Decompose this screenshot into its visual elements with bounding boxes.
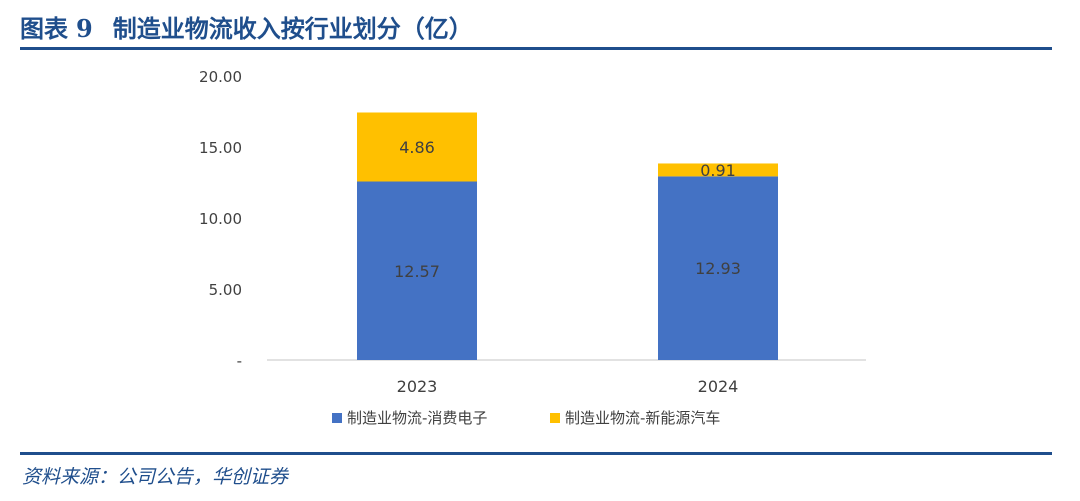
y-tick-label: 5.00 — [209, 281, 242, 299]
bar-segment — [658, 176, 778, 360]
x-tick-label: 2023 — [397, 377, 438, 396]
source-note: 资料来源：公司公告，华创证券 — [22, 466, 289, 488]
legend-label: 制造业物流-新能源汽车 — [565, 409, 720, 427]
x-tick-label: 2024 — [698, 377, 739, 396]
figure-label: 图表 — [20, 14, 68, 43]
bar-segment — [357, 181, 477, 360]
footer-divider — [20, 452, 1052, 455]
bar-segment — [658, 163, 778, 177]
data-label: 4.86 — [399, 138, 435, 157]
chart-header: 图表 9 制造业物流收入按行业划分（亿） — [20, 14, 1052, 50]
chart-area: - 5.00 10.00 15.00 20.00 12.57 4.86 2023 12.93 0.… — [20, 56, 1052, 452]
data-label: 0.91 — [700, 161, 736, 180]
y-tick-label: 20.00 — [199, 68, 242, 86]
legend-swatch — [332, 413, 342, 423]
legend-label: 制造业物流-消费电子 — [347, 409, 487, 427]
figure-title: 制造业物流收入按行业划分（亿） — [112, 14, 473, 43]
bar-segment — [357, 112, 477, 182]
stacked-bar-chart: - 5.00 10.00 15.00 20.00 12.57 4.86 2023 12.93 0.… — [199, 68, 866, 427]
y-tick-label: 15.00 — [199, 139, 242, 157]
y-tick-label: 10.00 — [199, 210, 242, 228]
y-tick-label: - — [237, 352, 242, 370]
data-label: 12.93 — [695, 259, 741, 278]
chart-title: 图表 9 制造业物流收入按行业划分（亿） — [20, 14, 473, 44]
legend-swatch — [550, 413, 560, 423]
data-label: 12.57 — [394, 262, 440, 281]
figure-number: 9 — [76, 14, 93, 43]
